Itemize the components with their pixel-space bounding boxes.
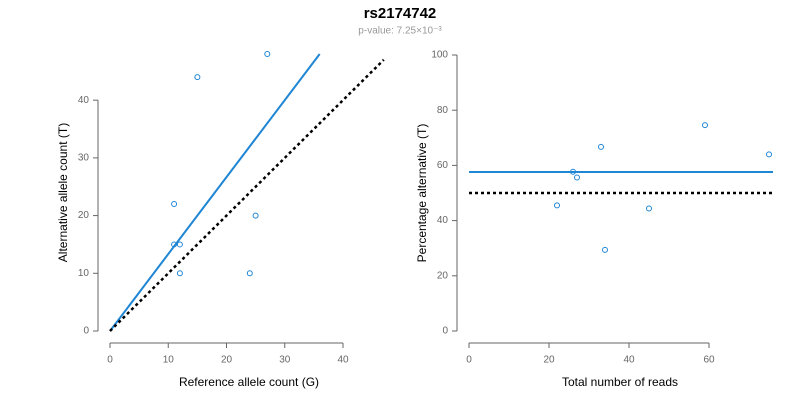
chart-title: rs2174742 [364, 5, 437, 22]
point [264, 51, 271, 57]
point [246, 270, 253, 277]
x-tick-label: 20 [543, 355, 555, 366]
y-tick-label: 30 [78, 153, 90, 164]
y-tick-label: 0 [83, 326, 89, 337]
y-tick-label: 100 [431, 50, 448, 61]
x-tick-label: 40 [337, 355, 349, 366]
point [171, 201, 178, 208]
y-tick-label: 10 [78, 268, 90, 279]
point [554, 202, 560, 209]
point [598, 143, 604, 150]
x-tick-label: 60 [703, 355, 715, 366]
point [574, 174, 580, 181]
point [176, 270, 183, 277]
y-axis-title: Alternative allele count (T) [56, 123, 70, 262]
y-tick-label: 40 [437, 215, 449, 226]
x-axis-title: Reference allele count (G) [179, 375, 319, 389]
point [252, 212, 259, 219]
chart-subtitle: p-value: 7.25×10⁻³ [358, 26, 442, 37]
y-tick-label: 60 [437, 160, 449, 171]
x-tick-label: 30 [279, 355, 291, 366]
point [194, 74, 201, 81]
point [176, 241, 183, 248]
y-tick-label: 80 [437, 105, 449, 116]
y-tick-label: 20 [78, 210, 90, 221]
x-tick-label: 40 [623, 355, 635, 366]
y-tick-label: 40 [78, 95, 90, 106]
point [646, 205, 652, 212]
y-tick-label: 0 [442, 326, 448, 337]
x-tick-label: 0 [107, 355, 113, 366]
x-tick-label: 10 [163, 355, 175, 366]
x-tick-label: 20 [221, 355, 233, 366]
fit-line [109, 58, 385, 332]
x-tick-label: 0 [466, 355, 472, 366]
point [766, 151, 772, 158]
point [702, 122, 708, 129]
y-axis-title: Percentage alternative (T) [415, 124, 429, 263]
point [602, 246, 608, 253]
y-tick-label: 20 [437, 270, 449, 281]
x-axis-title: Total number of reads [562, 375, 678, 389]
fit-line [109, 53, 321, 332]
